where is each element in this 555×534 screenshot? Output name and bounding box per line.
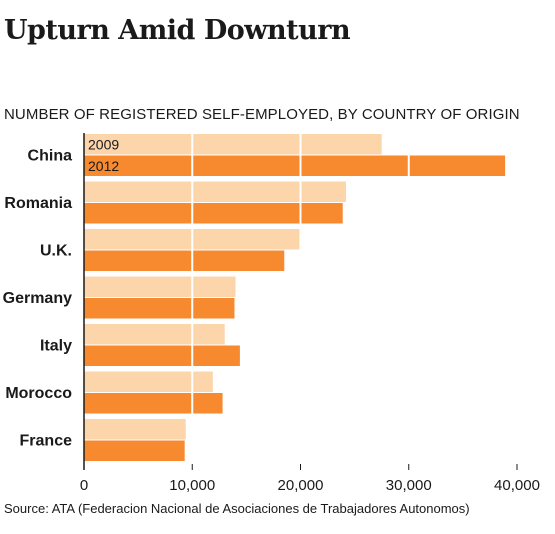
bar-italy-2012 [84,345,240,366]
x-tick-label: 30,000 [386,477,432,494]
bar-germany-2012 [84,298,235,319]
bar-china-2009 [84,134,382,155]
x-tick-label: 10,000 [169,477,215,494]
legend-item-2012: 2012 [88,158,119,174]
category-label: France [20,433,73,450]
bar-u-k-2012 [84,250,285,271]
x-tick-label: 0 [80,477,88,494]
chart-subtitle: NUMBER OF REGISTERED SELF-EMPLOYED, BY C… [4,106,520,123]
x-tick-label: 40,000 [494,477,540,494]
bar-china-2012 [84,155,506,176]
category-label: U.K. [40,243,72,260]
category-labels: China Romania U.K. Germany Italy Morocco Franc… [3,148,73,450]
bar-italy-2009 [84,324,225,345]
legend-item-2009: 2009 [88,137,119,153]
category-label: Romania [4,195,72,212]
bar-france-2012 [84,440,185,461]
category-label: Morocco [5,385,72,402]
chart-title: Upturn Amid Downturn [4,15,351,46]
bar-france-2009 [84,419,186,440]
bar-romania-2009 [84,181,346,202]
bar-morocco-2012 [84,393,223,414]
bar-romania-2012 [84,203,343,224]
x-axis: 0 10,000 20,000 30,000 40,000 [80,133,540,494]
category-label: Italy [40,338,72,355]
x-tick-label: 20,000 [278,477,324,494]
bar-morocco-2009 [84,371,213,392]
category-label: Germany [3,290,72,307]
bars-layer [84,134,506,461]
bar-germany-2009 [84,276,236,297]
legend: 2009 2012 [88,137,119,175]
source-note: Source: ATA (Federacion Nacional de Asoc… [4,501,470,516]
category-label: China [28,148,73,165]
gridlines [191,133,518,462]
